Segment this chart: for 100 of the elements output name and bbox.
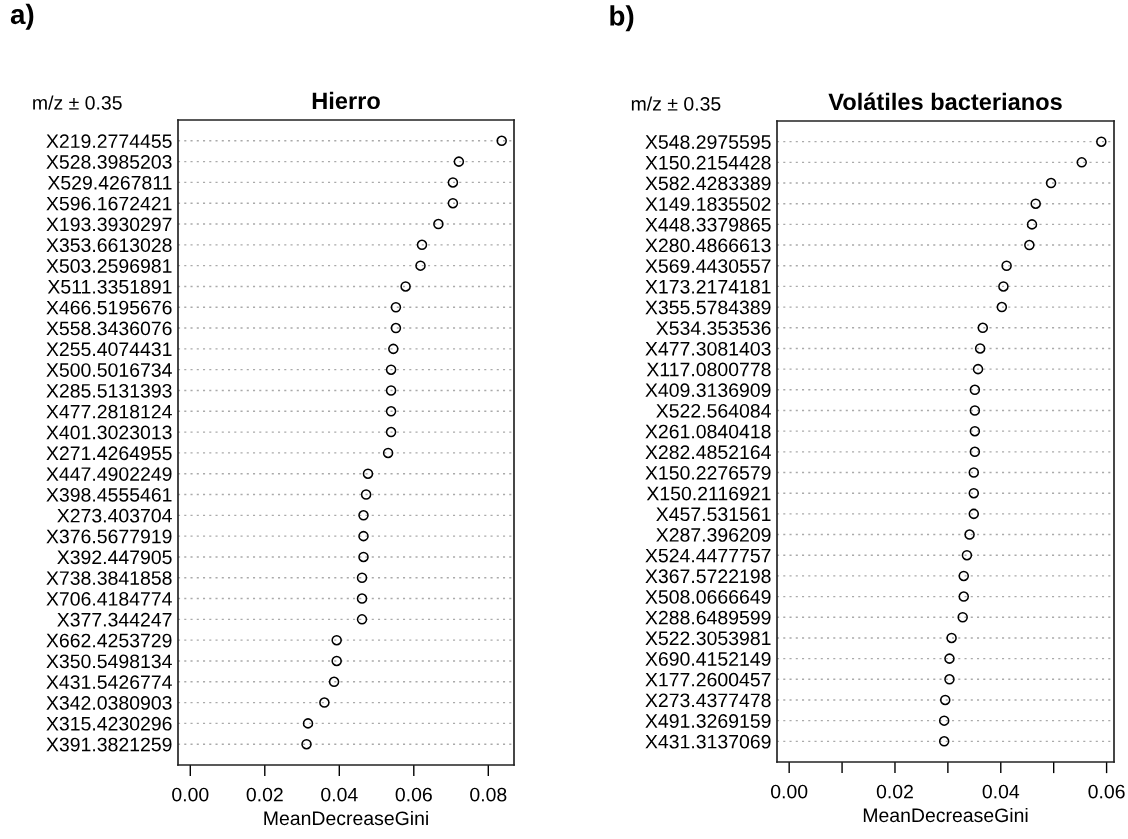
chart-title: Hierro bbox=[312, 91, 380, 110]
point bbox=[1096, 136, 1107, 147]
chart-title: Volátiles bacterianos bbox=[828, 92, 1062, 111]
y-tick-label: X177.2600457 bbox=[645, 672, 771, 687]
point bbox=[1024, 239, 1035, 251]
x-tick-label: 0.08 bbox=[470, 787, 507, 802]
y-tick-label: X149.1835502 bbox=[645, 197, 771, 211]
y-tick-label: X528.3985203 bbox=[46, 155, 172, 169]
point bbox=[944, 653, 955, 664]
point bbox=[944, 674, 955, 685]
y-tick-label: X569.4430557 bbox=[645, 259, 771, 273]
y-tick-label: X706.4184774 bbox=[46, 592, 172, 606]
point bbox=[358, 551, 369, 563]
text: a) bbox=[10, 3, 34, 30]
point bbox=[969, 446, 981, 458]
point bbox=[938, 736, 950, 747]
y-tick-label: X558.3436076 bbox=[46, 321, 172, 336]
point bbox=[968, 508, 980, 520]
point bbox=[1076, 157, 1087, 168]
point bbox=[385, 426, 397, 438]
y-tick-label: X431.5426774 bbox=[46, 675, 172, 690]
y-tick-label: X466.5195676 bbox=[46, 300, 172, 315]
point bbox=[496, 135, 507, 147]
y-tick-label: X219.2774455 bbox=[46, 134, 172, 149]
y-tick-label: X477.3081403 bbox=[645, 341, 771, 356]
y-tick-label: X548.2975595 bbox=[645, 135, 771, 149]
y-tick-label: X511.3351891 bbox=[47, 279, 172, 294]
point bbox=[957, 611, 968, 623]
point bbox=[400, 281, 411, 292]
y-tick-label: X534.353536 bbox=[656, 321, 771, 336]
point bbox=[972, 363, 984, 375]
point bbox=[319, 697, 330, 708]
y-tick-label: X150.2276579 bbox=[645, 465, 771, 480]
point bbox=[385, 364, 397, 375]
point bbox=[946, 632, 957, 644]
point bbox=[356, 572, 368, 584]
x-axis-title: MeanDecreaseGini bbox=[863, 807, 1028, 823]
y-tick-label: X150.2154428 bbox=[645, 155, 771, 170]
y-tick-label: X173.2174181 bbox=[645, 279, 771, 294]
y-tick-label: X662.4253729 bbox=[46, 633, 172, 648]
point bbox=[433, 218, 444, 230]
point bbox=[301, 738, 312, 750]
y-tick-label: X477.2818124 bbox=[46, 404, 172, 419]
x-axis-title: MeanDecreaseGini bbox=[264, 810, 428, 826]
x-tick-label: 0.00 bbox=[771, 784, 808, 799]
y-axis-title: m/z ± 0.35 bbox=[33, 95, 122, 110]
point bbox=[382, 447, 394, 459]
point bbox=[360, 489, 372, 500]
y-tick-label: X273.403704 bbox=[57, 508, 172, 523]
x-tick-label: 0.04 bbox=[321, 787, 358, 802]
y-tick-label: X508.0666649 bbox=[645, 590, 771, 604]
y-tick-label: X401.3023013 bbox=[46, 425, 172, 440]
y-tick-label: X582.4283389 bbox=[645, 176, 771, 191]
point bbox=[969, 384, 981, 396]
point bbox=[416, 239, 428, 251]
y-tick-label: X367.5722198 bbox=[645, 569, 771, 584]
y-tick-label: X150.2116921 bbox=[646, 486, 771, 501]
point bbox=[302, 718, 314, 729]
point bbox=[362, 468, 374, 479]
y-tick-label: X271.4264955 bbox=[46, 446, 172, 461]
point bbox=[388, 343, 399, 355]
x-tick-label: 0.06 bbox=[1088, 784, 1125, 799]
point bbox=[358, 510, 369, 521]
point bbox=[385, 406, 397, 417]
y-tick-label: X524.4477757 bbox=[645, 548, 771, 563]
y-tick-label: X522.3053981 bbox=[645, 631, 771, 646]
point bbox=[969, 405, 981, 416]
y-tick-label: X287.396209 bbox=[656, 528, 771, 542]
point bbox=[958, 591, 970, 602]
point bbox=[939, 694, 951, 706]
x-tick-label: 0.04 bbox=[982, 784, 1020, 799]
y-tick-label: X273.4377478 bbox=[645, 693, 771, 708]
y-tick-label: X431.3137069 bbox=[645, 734, 771, 749]
y-tick-label: X377.344247 bbox=[57, 612, 172, 627]
x-tick-label: 0.06 bbox=[395, 787, 432, 802]
point bbox=[958, 570, 970, 582]
point bbox=[390, 301, 402, 313]
y-tick-label: X117.0800778 bbox=[646, 362, 771, 377]
y-tick-label: X503.2596981 bbox=[46, 259, 172, 273]
y-tick-label: X690.4152149 bbox=[645, 652, 771, 666]
point bbox=[356, 593, 368, 604]
point bbox=[1045, 177, 1057, 189]
y-tick-label: X398.4555461 bbox=[46, 487, 172, 502]
y-tick-label: X282.4852164 bbox=[645, 445, 771, 460]
point bbox=[1001, 260, 1012, 272]
y-tick-label: X500.5016734 bbox=[46, 363, 172, 377]
y-tick-label: X280.4866613 bbox=[645, 238, 771, 253]
y-tick-label: X285.5131393 bbox=[46, 383, 172, 398]
y-tick-label: X355.5784389 bbox=[645, 300, 771, 315]
point bbox=[358, 530, 369, 542]
point bbox=[356, 614, 368, 625]
y-tick-label: X315.4230296 bbox=[46, 716, 172, 731]
point bbox=[390, 322, 402, 334]
y-tick-label: X342.0380903 bbox=[46, 696, 172, 710]
y-tick-label: X491.3269159 bbox=[645, 714, 771, 728]
x-tick-label: 0.02 bbox=[876, 784, 913, 799]
y-tick-label: X409.3136909 bbox=[645, 383, 771, 398]
y-tick-label: X255.4074431 bbox=[46, 342, 172, 357]
y-tick-label: X353.6613028 bbox=[46, 238, 172, 253]
y-tick-label: X457.531561 bbox=[656, 507, 771, 522]
